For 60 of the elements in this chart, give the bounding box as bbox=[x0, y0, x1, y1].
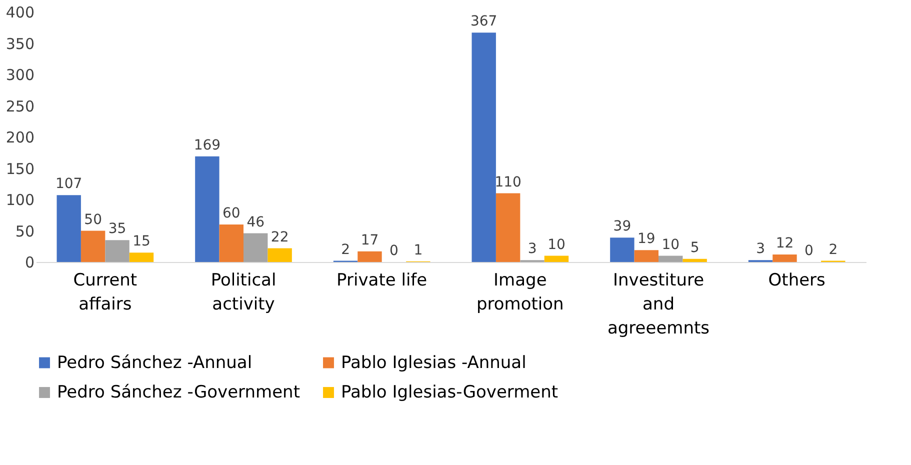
bar bbox=[496, 193, 520, 262]
data-label: 367 bbox=[470, 14, 498, 30]
bar bbox=[358, 251, 382, 262]
data-label: 3 bbox=[756, 241, 765, 258]
x-tick-label: Private life bbox=[336, 270, 428, 290]
y-tick-label: 300 bbox=[6, 66, 34, 84]
x-tick-label: Political activity bbox=[210, 270, 276, 314]
data-label: 15 bbox=[132, 234, 150, 250]
bar bbox=[219, 224, 244, 262]
x-tick-label: Others bbox=[768, 270, 826, 290]
y-tick-label: 100 bbox=[6, 191, 34, 209]
y-tick-label: 0 bbox=[24, 254, 34, 272]
data-label: 10 bbox=[662, 236, 680, 253]
data-label: 2 bbox=[828, 242, 838, 258]
bar bbox=[244, 233, 268, 262]
y-tick-label: 400 bbox=[6, 4, 34, 22]
data-label: 39 bbox=[613, 218, 632, 235]
bar bbox=[268, 248, 292, 262]
bar bbox=[634, 250, 658, 262]
x-tick-label: Investiture and agreeemnts bbox=[607, 270, 710, 338]
data-label: 46 bbox=[246, 214, 265, 230]
data-label: 1 bbox=[414, 242, 423, 258]
y-tick-label: 250 bbox=[6, 97, 34, 116]
data-label: 50 bbox=[84, 212, 102, 228]
x-tick-label: Current affairs bbox=[73, 270, 138, 314]
data-label: 3 bbox=[528, 241, 537, 258]
bar bbox=[129, 252, 154, 262]
data-label: 35 bbox=[108, 221, 126, 238]
y-tick-label: 200 bbox=[6, 128, 34, 146]
bar bbox=[772, 254, 797, 262]
data-label: 107 bbox=[55, 176, 82, 192]
bar bbox=[80, 230, 106, 262]
legend-label: Pablo Iglesias -Annual bbox=[341, 352, 526, 373]
legend-label: Pedro Sánchez -Government bbox=[57, 382, 300, 402]
legend-label: Pablo Iglesias-Goverment bbox=[341, 382, 558, 402]
data-label: 10 bbox=[548, 236, 566, 253]
data-label: 17 bbox=[360, 232, 379, 248]
bar bbox=[105, 240, 130, 262]
bar bbox=[658, 256, 683, 262]
data-label: 2 bbox=[341, 242, 350, 258]
data-label: 60 bbox=[222, 206, 240, 222]
bar bbox=[56, 195, 81, 262]
data-label: 0 bbox=[389, 243, 398, 259]
y-tick-label: 350 bbox=[6, 34, 34, 53]
data-label: 22 bbox=[270, 229, 289, 246]
bar bbox=[682, 258, 707, 262]
y-tick-label: 150 bbox=[6, 160, 34, 178]
data-label: 19 bbox=[637, 231, 656, 248]
data-label: 169 bbox=[194, 137, 221, 154]
data-label: 0 bbox=[804, 243, 814, 259]
y-tick-label: 50 bbox=[15, 222, 34, 240]
bar bbox=[472, 32, 496, 262]
bar bbox=[610, 238, 634, 262]
legend-label: Pedro Sánchez -Annual bbox=[57, 352, 252, 373]
data-label: 12 bbox=[776, 236, 794, 252]
data-label: 5 bbox=[690, 240, 700, 256]
bar bbox=[544, 256, 569, 262]
x-tick-label: Image promotion bbox=[476, 270, 564, 314]
data-label: 110 bbox=[494, 174, 522, 190]
bar bbox=[195, 156, 220, 262]
